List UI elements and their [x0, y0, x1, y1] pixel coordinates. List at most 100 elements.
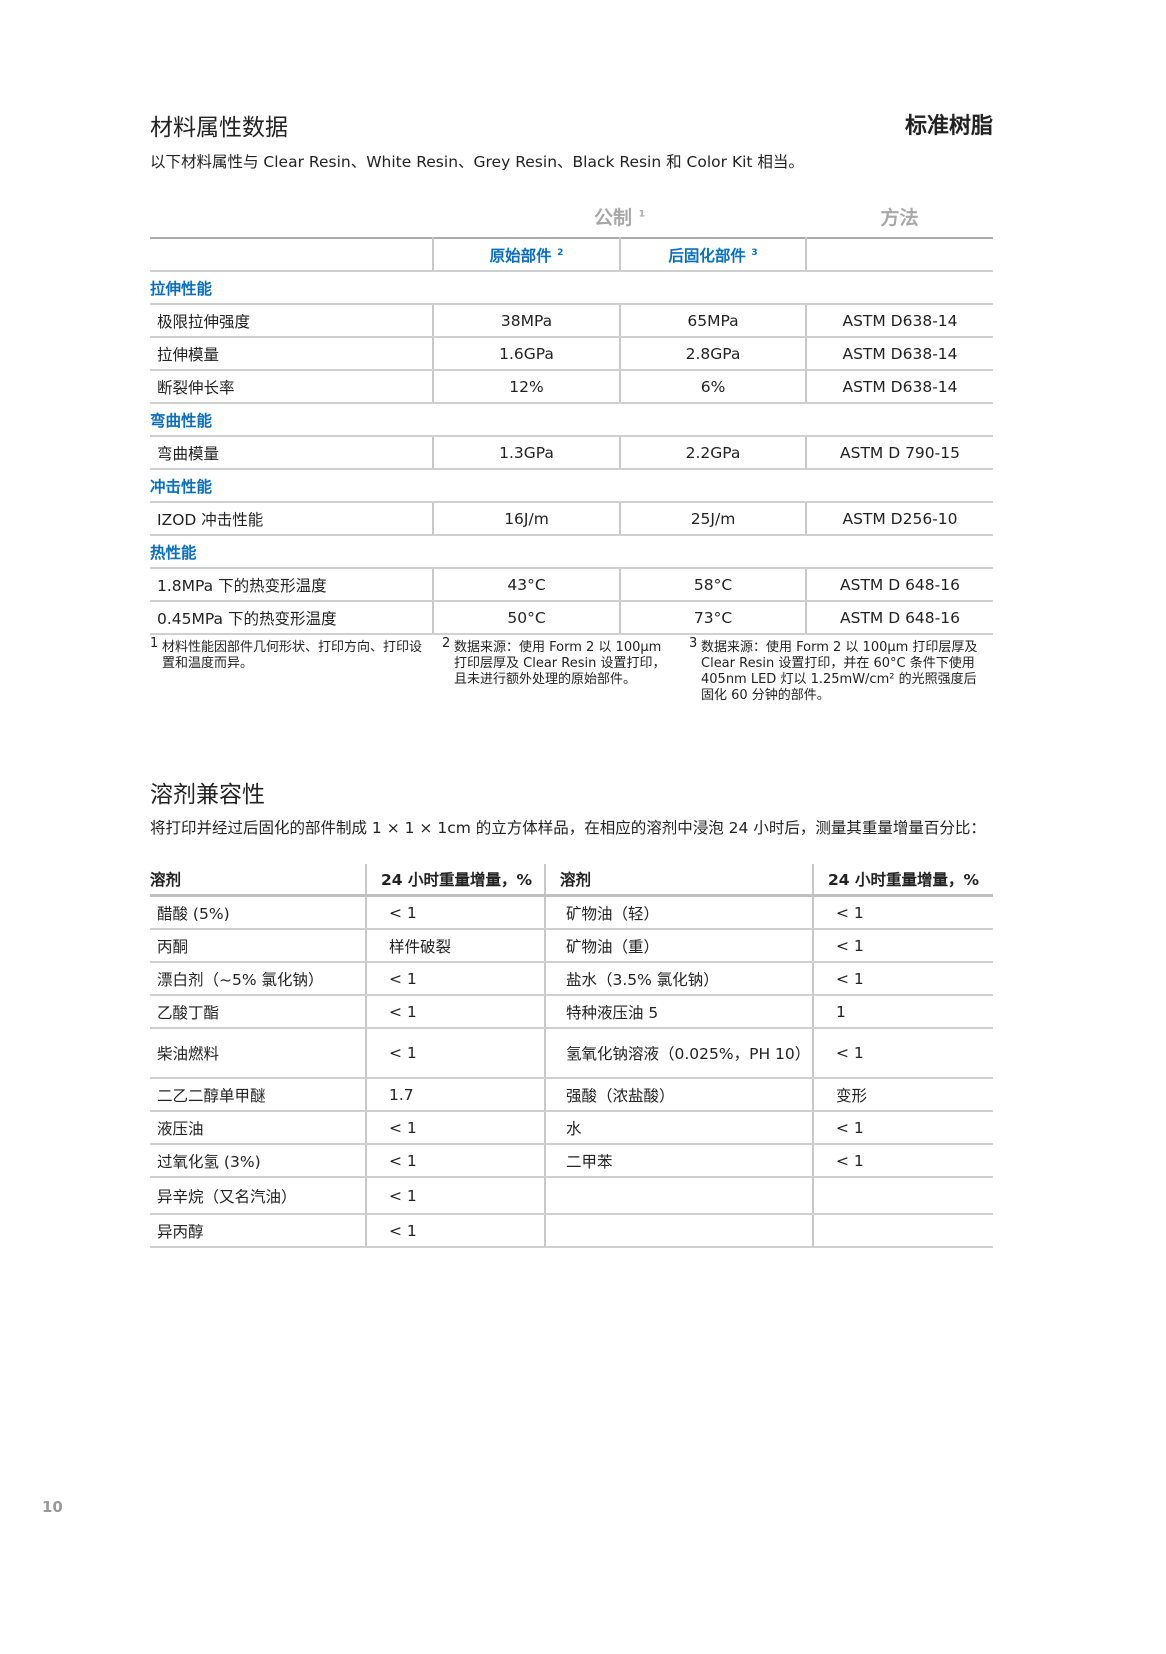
- table-row: 异辛烷（又名汽油） < 1: [150, 1177, 993, 1215]
- weight-gain: 样件破裂: [365, 929, 545, 963]
- table-row: 1.8MPa 下的热变形温度 43°C 58°C ASTM D 648-16: [150, 568, 993, 602]
- weight-gain: [812, 1214, 993, 1248]
- property-name: 弯曲模量: [150, 436, 433, 470]
- header-weight-gain: 24 小时重量增量，%: [365, 864, 545, 897]
- page-title: 材料属性数据: [150, 115, 288, 141]
- solvent-table: 溶剂 24 小时重量增量，% 溶剂 24 小时重量增量，% 醋酸 (5%) < 1…: [150, 864, 993, 1248]
- header-weight-gain: 24 小时重量增量，%: [812, 864, 993, 897]
- page-subtitle: 以下材料属性与 Clear Resin、White Resin、Grey Res…: [150, 153, 804, 171]
- method-header: 方法: [880, 207, 919, 229]
- table-row: 二乙二醇单甲醚 1.7 强酸（浓盐酸） 变形: [150, 1078, 993, 1112]
- weight-gain: < 1: [365, 1028, 545, 1079]
- method: ASTM D638-14: [805, 370, 993, 404]
- table-row: 丙酮 样件破裂 矿物油（重） < 1: [150, 929, 993, 963]
- raw-value: 38MPa: [432, 304, 620, 338]
- solvent-name: 液压油: [150, 1111, 366, 1145]
- section-title: 热性能: [150, 535, 993, 569]
- table-row: 断裂伸长率 12% 6% ASTM D638-14: [150, 370, 993, 404]
- section-row: 冲击性能: [150, 469, 993, 503]
- raw-value: 43°C: [432, 568, 620, 602]
- table-row: 极限拉伸强度 38MPa 65MPa ASTM D638-14: [150, 304, 993, 338]
- footnote-1: 1 材料性能因部件几何形状、打印方向、打印设置和温度而异。: [150, 636, 423, 671]
- property-name: 0.45MPa 下的热变形温度: [150, 601, 433, 635]
- table-row: 0.45MPa 下的热变形温度 50°C 73°C ASTM D 648-16: [150, 601, 993, 635]
- property-name: 断裂伸长率: [150, 370, 433, 404]
- solvent-name: [544, 1177, 813, 1215]
- weight-gain: < 1: [365, 962, 545, 996]
- weight-gain: < 1: [812, 1028, 993, 1079]
- footnote-2: 2 数据来源：使用 Form 2 以 100µm 打印层厚及 Clear Resi…: [442, 636, 666, 687]
- col-post-cured: 后固化部件 3: [619, 238, 806, 272]
- weight-gain: < 1: [812, 1144, 993, 1178]
- table-row: 异丙醇 < 1: [150, 1214, 993, 1248]
- raw-value: 1.6GPa: [432, 337, 620, 371]
- solvent-name: 水: [544, 1111, 813, 1145]
- solvent-name: 醋酸 (5%): [150, 895, 366, 930]
- weight-gain: [812, 1177, 993, 1215]
- weight-gain: < 1: [365, 1177, 545, 1215]
- page-number: 10: [42, 1498, 63, 1516]
- weight-gain: < 1: [812, 895, 993, 930]
- post-cured-value: 73°C: [619, 601, 806, 635]
- raw-value: 1.3GPa: [432, 436, 620, 470]
- raw-value: 16J/m: [432, 502, 620, 536]
- method: ASTM D256-10: [805, 502, 993, 536]
- metric-header: 公制 1: [594, 207, 645, 229]
- post-cured-value: 2.2GPa: [619, 436, 806, 470]
- solvent-name: 漂白剂（~5% 氯化钠）: [150, 962, 366, 996]
- weight-gain: < 1: [365, 1214, 545, 1248]
- section-row: 热性能: [150, 535, 993, 569]
- section-title: 冲击性能: [150, 469, 993, 503]
- table-row: IZOD 冲击性能 16J/m 25J/m ASTM D256-10: [150, 502, 993, 536]
- properties-table: 原始部件 2 后固化部件 3 拉伸性能 极限拉伸强度 38MPa 65MPa ASTM …: [150, 237, 993, 635]
- post-cured-value: 25J/m: [619, 502, 806, 536]
- post-cured-value: 58°C: [619, 568, 806, 602]
- table-row: 过氧化氢 (3%) < 1 二甲苯 < 1: [150, 1144, 993, 1178]
- solvent-name: 异辛烷（又名汽油）: [150, 1177, 366, 1215]
- table-row: 拉伸模量 1.6GPa 2.8GPa ASTM D638-14: [150, 337, 993, 371]
- method: ASTM D638-14: [805, 304, 993, 338]
- section-row: 拉伸性能: [150, 271, 993, 305]
- weight-gain: < 1: [812, 962, 993, 996]
- solvent-name: 二甲苯: [544, 1144, 813, 1178]
- weight-gain: < 1: [365, 1111, 545, 1145]
- table-row: 液压油 < 1 水 < 1: [150, 1111, 993, 1145]
- header-solvent: 溶剂: [544, 864, 813, 897]
- property-name: IZOD 冲击性能: [150, 502, 433, 536]
- weight-gain: 1: [812, 995, 993, 1029]
- solvent-name: 氢氧化钠溶液（0.025%，PH 10）: [544, 1028, 813, 1079]
- weight-gain: < 1: [365, 995, 545, 1029]
- table-row: 漂白剂（~5% 氯化钠） < 1 盐水（3.5% 氯化钠） < 1: [150, 962, 993, 996]
- solvent-name: 丙酮: [150, 929, 366, 963]
- section-row: 弯曲性能: [150, 403, 993, 437]
- section-title: 弯曲性能: [150, 403, 993, 437]
- weight-gain: 变形: [812, 1078, 993, 1112]
- solvent-name: 盐水（3.5% 氯化钠）: [544, 962, 813, 996]
- solvent-name: 特种液压油 5: [544, 995, 813, 1029]
- footnote-3: 3 数据来源：使用 Form 2 以 100µm 打印层厚及 Clear Resi…: [689, 636, 978, 703]
- table-row: 醋酸 (5%) < 1 矿物油（轻） < 1: [150, 895, 993, 930]
- solvent-name: 矿物油（轻）: [544, 895, 813, 930]
- weight-gain: < 1: [812, 929, 993, 963]
- method: ASTM D 648-16: [805, 601, 993, 635]
- raw-value: 50°C: [432, 601, 620, 635]
- solvent-name: 异丙醇: [150, 1214, 366, 1248]
- solvent-name: 二乙二醇单甲醚: [150, 1078, 366, 1112]
- solvent-name: 强酸（浓盐酸）: [544, 1078, 813, 1112]
- property-name: 1.8MPa 下的热变形温度: [150, 568, 433, 602]
- post-cured-value: 65MPa: [619, 304, 806, 338]
- property-name: 极限拉伸强度: [150, 304, 433, 338]
- method: ASTM D638-14: [805, 337, 993, 371]
- header-solvent: 溶剂: [150, 864, 366, 897]
- method: ASTM D 648-16: [805, 568, 993, 602]
- product-name: 标准树脂: [904, 114, 993, 139]
- solvent-name: 过氧化氢 (3%): [150, 1144, 366, 1178]
- table-row: 柴油燃料 < 1 氢氧化钠溶液（0.025%，PH 10） < 1: [150, 1028, 993, 1079]
- solvent-title: 溶剂兼容性: [150, 782, 265, 808]
- solvent-name: 乙酸丁酯: [150, 995, 366, 1029]
- weight-gain: < 1: [812, 1111, 993, 1145]
- weight-gain: < 1: [365, 1144, 545, 1178]
- col-raw-parts: 原始部件 2: [432, 238, 620, 272]
- method: ASTM D 790-15: [805, 436, 993, 470]
